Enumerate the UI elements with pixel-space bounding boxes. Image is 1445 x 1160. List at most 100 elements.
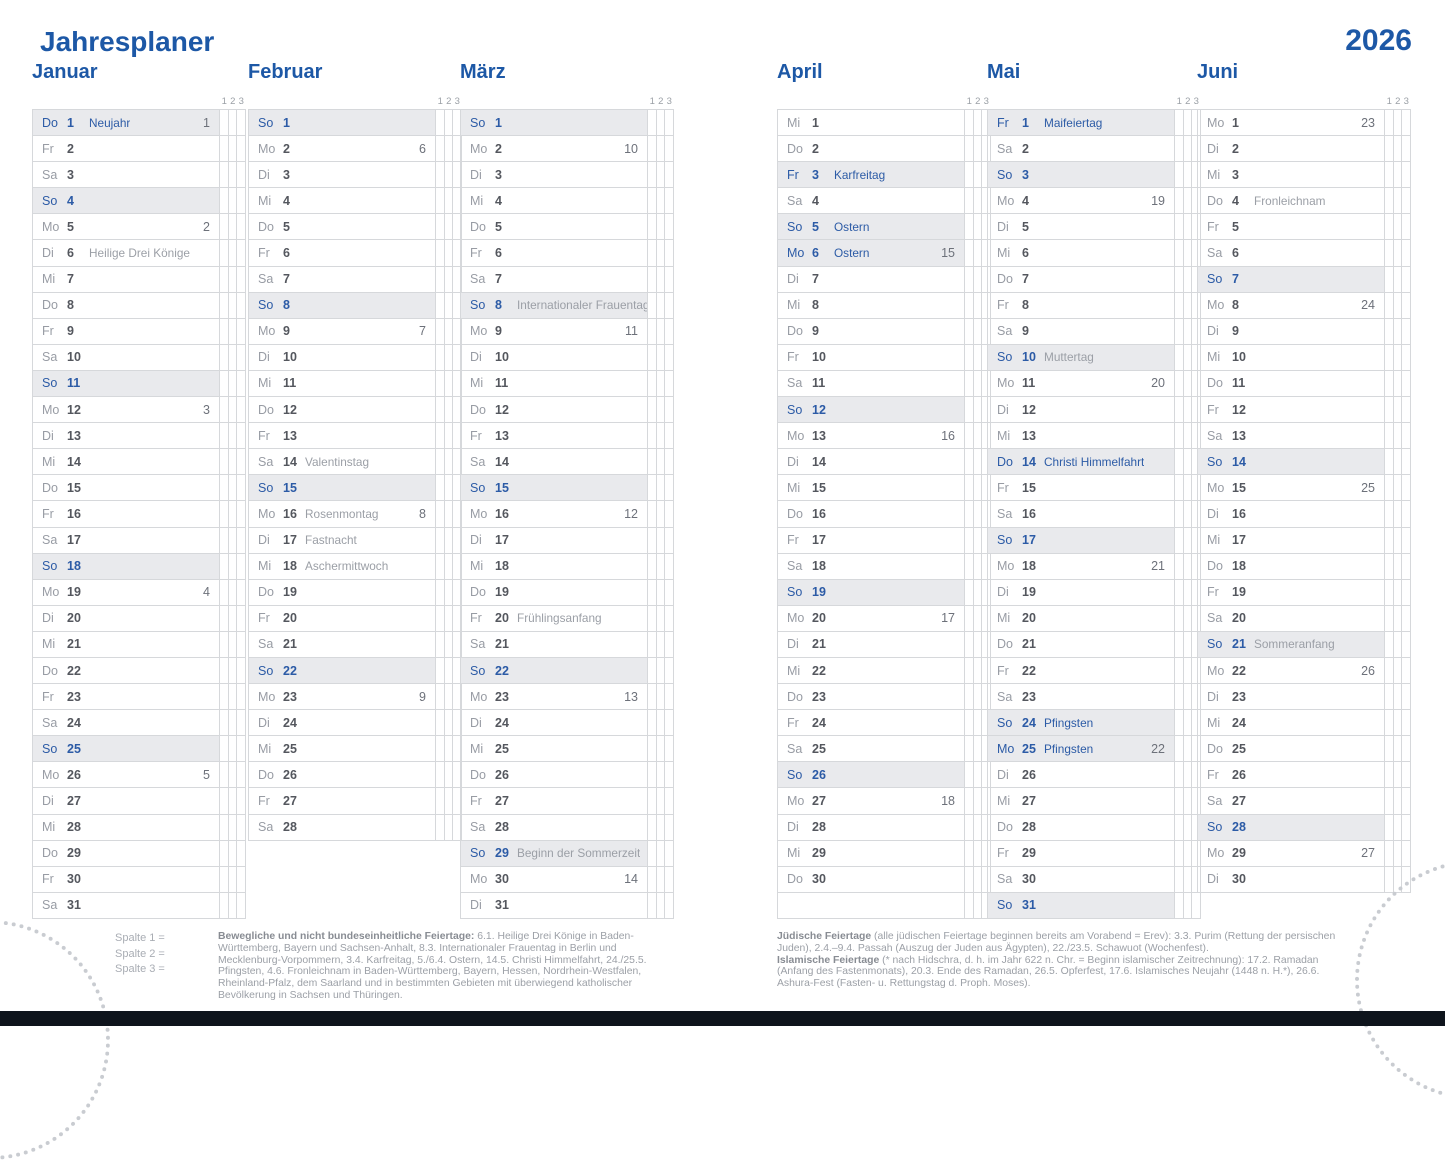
note-column-cell xyxy=(436,370,445,397)
note-column-cell xyxy=(436,214,445,240)
day-row: So 12 xyxy=(777,397,991,424)
note-column-cell xyxy=(1394,684,1402,710)
day-number: 21 xyxy=(812,637,826,652)
day-row: Fr 5 xyxy=(1197,214,1411,241)
note-column-cell xyxy=(974,475,982,501)
weekday-label: Mo xyxy=(470,689,488,704)
day-number: 24 xyxy=(283,715,297,730)
day-number: 4 xyxy=(495,193,502,208)
note-column-cell xyxy=(665,553,674,579)
day-number: 18 xyxy=(283,559,297,574)
day-cell: Do 19 xyxy=(460,579,648,605)
note-column-cell xyxy=(237,631,246,657)
day-cell: Sa 30 xyxy=(987,866,1175,892)
weekday-label: Mi xyxy=(997,611,1011,626)
day-number: 11 xyxy=(495,376,509,391)
note-column-cell xyxy=(982,136,991,162)
day-number: 28 xyxy=(812,820,826,835)
note-column-cell xyxy=(453,814,462,840)
note-column-cell xyxy=(1402,788,1411,814)
day-number: 13 xyxy=(495,428,509,443)
note-column-cell xyxy=(965,579,974,605)
note-column-cell xyxy=(1192,162,1201,188)
note-column-cell xyxy=(237,136,246,162)
note-column-cell xyxy=(1402,318,1411,344)
day-number: 6 xyxy=(67,246,74,261)
day-number: 16 xyxy=(1022,506,1036,521)
weekday-label: Mo xyxy=(42,585,60,600)
note-column-cell xyxy=(237,318,246,344)
note-column-cell xyxy=(1402,292,1411,318)
note-column-cell xyxy=(453,188,462,214)
note-column-cell xyxy=(1394,475,1402,501)
day-cell: Fr 10 xyxy=(777,344,965,370)
day-row: Mi 18 Aschermittwoch xyxy=(248,553,462,580)
day-number: 30 xyxy=(1232,872,1246,887)
weekday-label: Di xyxy=(470,898,482,913)
note-column-cell xyxy=(1402,579,1411,605)
note-column-cell xyxy=(1184,527,1192,553)
note-column-cell xyxy=(657,292,665,318)
note-column-cell xyxy=(965,866,974,892)
note-column-cell xyxy=(965,892,974,918)
day-row: Sa 25 xyxy=(777,736,991,763)
day-cell: Sa 24 xyxy=(32,710,220,736)
weekday-label: Fr xyxy=(787,715,799,730)
weekday-label: Di xyxy=(787,454,799,469)
day-number: 3 xyxy=(812,167,819,182)
day-cell: Fr 5 xyxy=(1197,214,1385,240)
note-column-cell xyxy=(237,553,246,579)
day-cell: Di 24 xyxy=(460,710,648,736)
note-column-cell xyxy=(982,840,991,866)
note-column-cell xyxy=(229,684,237,710)
day-number: 9 xyxy=(495,324,502,339)
weekday-label: Mi xyxy=(42,820,56,835)
day-row: Do 8 xyxy=(32,292,246,319)
weekday-label: Sa xyxy=(1207,428,1223,443)
weekday-label: Mi xyxy=(470,193,484,208)
note-column-cell xyxy=(1175,527,1184,553)
day-number: 4 xyxy=(1232,193,1239,208)
weekday-label: Do xyxy=(258,402,274,417)
weekday-label: Fr xyxy=(787,533,799,548)
day-cell: Fr 8 xyxy=(987,292,1175,318)
day-row: So 10 Muttertag xyxy=(987,344,1201,371)
day-row: So 1 xyxy=(460,110,674,137)
note-column-header-label: 2 xyxy=(1185,96,1191,107)
note-column-cell xyxy=(436,762,445,788)
note-column-cell xyxy=(1385,866,1394,892)
note-column-cell xyxy=(1385,344,1394,370)
day-row: Mi 28 xyxy=(32,814,246,841)
day-cell: Sa 6 xyxy=(1197,240,1385,266)
day-number: 31 xyxy=(67,898,81,913)
day-row: Mo 19 4 xyxy=(32,579,246,606)
note-column-cell xyxy=(965,292,974,318)
note-column-cell xyxy=(1402,449,1411,475)
day-cell: Fr 1 Maifeiertag xyxy=(987,110,1175,136)
note-column-cell xyxy=(1394,292,1402,318)
day-number: 12 xyxy=(1232,402,1246,417)
day-row: Do 9 xyxy=(777,318,991,345)
note-column-cell xyxy=(1192,397,1201,423)
day-number: 27 xyxy=(67,793,81,808)
note-column-cell xyxy=(1394,736,1402,762)
weekday-label: Do xyxy=(1207,741,1223,756)
note-column-cell xyxy=(1184,318,1192,344)
note-column-cell xyxy=(1402,240,1411,266)
note-column-cell xyxy=(965,527,974,553)
weekday-label: Di xyxy=(787,637,799,652)
note-column-cell xyxy=(1402,266,1411,292)
weekday-label: Mi xyxy=(258,741,272,756)
day-row: Di 24 xyxy=(460,710,674,737)
weekday-label: Mi xyxy=(787,298,801,313)
weekday-label: So xyxy=(997,715,1013,730)
note-column-cell xyxy=(974,214,982,240)
day-row: Mi 15 xyxy=(777,475,991,502)
weekday-label: So xyxy=(42,193,58,208)
note-column-cell xyxy=(657,840,665,866)
day-number: 16 xyxy=(67,506,81,521)
day-cell: Do 16 xyxy=(777,501,965,527)
weekday-label: Fr xyxy=(470,428,482,443)
weekday-label: Fr xyxy=(42,324,54,339)
day-row: Di 17 Fastnacht xyxy=(248,527,462,554)
